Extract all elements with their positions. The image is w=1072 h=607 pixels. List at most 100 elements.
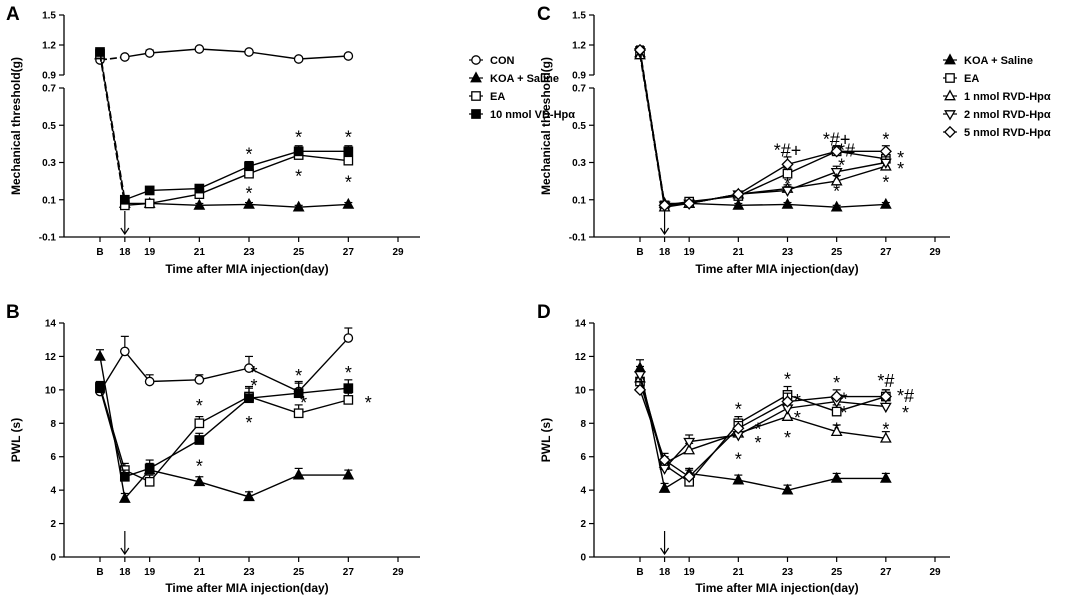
- series-ea: [95, 49, 354, 211]
- x-tick-label: 27: [880, 567, 892, 578]
- significance-mark: *: [295, 366, 302, 386]
- significance-mark: *: [196, 396, 203, 416]
- y-tick-label: 4: [50, 486, 56, 497]
- significance-mark: *: [245, 413, 252, 433]
- y-tick-label: 0.1: [572, 195, 586, 206]
- y-tick-label: 1.2: [572, 41, 586, 52]
- significance-mark: *: [794, 391, 801, 411]
- x-tick-label: 21: [733, 567, 745, 578]
- series-line: [639, 374, 886, 470]
- data-point: [95, 47, 105, 57]
- data-point: [193, 475, 206, 487]
- data-point: [683, 443, 696, 455]
- x-axis-title: Time after MIA injection(day): [695, 581, 858, 595]
- significance-mark: *: [245, 144, 252, 164]
- x-tick-label: 23: [782, 247, 794, 258]
- data-point: [830, 425, 843, 436]
- significance-mark: *: [838, 156, 845, 176]
- y-tick-label: 4: [580, 486, 586, 497]
- data-point: [144, 476, 155, 487]
- y-tick-label: 1.2: [42, 41, 56, 52]
- series-line-segment: [99, 53, 126, 206]
- y-tick-label: 2: [50, 519, 56, 530]
- significance-mark: *: [250, 363, 257, 383]
- data-point: [781, 395, 794, 408]
- significance-mark: *#: [897, 386, 914, 406]
- data-point: [781, 410, 794, 421]
- data-point: [879, 158, 892, 170]
- legend-label: 10 nmol VD-Hpα: [490, 109, 575, 121]
- data-point: [193, 198, 206, 210]
- y-tick-label: 0.9: [572, 71, 586, 82]
- x-tick-label: 25: [831, 567, 843, 578]
- significance-mark: *: [345, 172, 352, 192]
- x-tick-label: 23: [782, 567, 794, 578]
- y-tick-label: 14: [575, 319, 587, 330]
- data-point: [292, 200, 305, 212]
- y-tick-label: 6: [50, 452, 56, 463]
- y-tick-label: 0.9: [42, 71, 56, 82]
- significance-mark: *: [754, 420, 761, 440]
- x-tick-label: 29: [929, 247, 941, 258]
- x-tick-label: 25: [831, 247, 843, 258]
- data-point: [244, 161, 254, 172]
- series-line: [664, 202, 886, 208]
- data-point: [658, 453, 671, 467]
- significance-mark: *: [250, 376, 257, 396]
- legend-label: KOA + Saline: [490, 73, 559, 85]
- data-point: [244, 47, 254, 57]
- x-tick-label: 25: [293, 567, 305, 578]
- significance-mark: *: [245, 183, 252, 203]
- x-axis-title: Time after MIA injection(day): [695, 262, 858, 276]
- data-point: [683, 197, 696, 210]
- significance-mark: *: [295, 167, 302, 187]
- panel-letter: B: [6, 302, 20, 323]
- x-tick-label: B: [636, 247, 643, 258]
- x-tick-label: 18: [659, 247, 671, 258]
- significance-mark: *#+: [823, 129, 851, 149]
- significance-mark: *: [295, 128, 302, 148]
- data-point: [342, 468, 355, 480]
- series-line: [124, 48, 349, 60]
- significance-mark: *: [833, 170, 840, 190]
- data-point: [830, 390, 843, 403]
- data-point: [732, 198, 745, 210]
- y-tick-label: 6: [580, 452, 586, 463]
- data-point: [292, 468, 305, 480]
- data-point: [95, 383, 105, 394]
- legend-marker: [944, 89, 956, 101]
- significance-mark: *: [735, 450, 742, 470]
- data-point: [293, 388, 304, 399]
- legend-marker: [471, 109, 481, 119]
- injection-arrowhead: [120, 547, 130, 556]
- data-point: [343, 51, 354, 61]
- x-axis-title: Time after MIA injection(day): [165, 262, 328, 276]
- data-point: [144, 376, 155, 387]
- data-point: [144, 48, 155, 58]
- data-point: [879, 145, 892, 158]
- y-tick-label: 10: [45, 385, 57, 396]
- series-10-nmol-vd-hp-: [95, 379, 354, 482]
- data-point: [781, 186, 794, 197]
- data-point: [144, 185, 155, 196]
- data-point: [194, 183, 205, 194]
- data-point: [634, 370, 646, 382]
- y-tick-label: 1.5: [572, 11, 586, 22]
- data-point: [683, 470, 696, 483]
- x-tick-label: B: [96, 247, 103, 258]
- data-point: [144, 463, 155, 474]
- significance-mark: *: [882, 129, 889, 149]
- legend-label: EA: [964, 73, 979, 85]
- series-5-nmol-rvd-hp-: [633, 43, 892, 212]
- x-tick-label: 29: [929, 567, 941, 578]
- y-tick-label: 0.1: [42, 195, 56, 206]
- data-point: [732, 473, 745, 485]
- data-point: [342, 197, 355, 209]
- data-point: [293, 54, 304, 64]
- data-point: [293, 408, 304, 419]
- significance-mark: *#+: [774, 141, 802, 161]
- series-2-nmol-rvd-hp-: [634, 47, 892, 212]
- y-tick-label: 14: [45, 319, 57, 330]
- y-tick-label: 0: [580, 553, 586, 564]
- significance-mark: *: [833, 182, 840, 202]
